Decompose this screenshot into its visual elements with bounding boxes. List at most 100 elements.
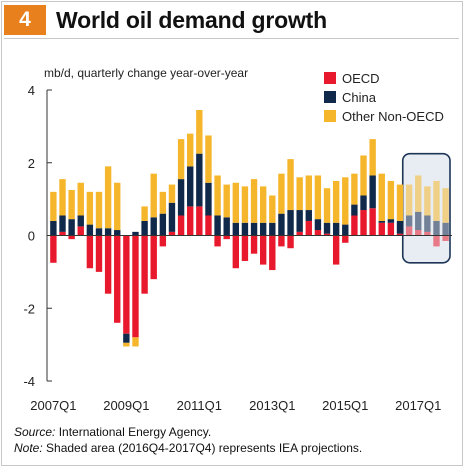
bar-china-2009q3 (141, 220, 148, 236)
bar-other-non-oecd-2016q4 (405, 184, 413, 216)
bar-oecd-2008q1 (86, 235, 94, 269)
legend-swatch (324, 110, 336, 122)
bar-other-non-oecd-2017q2 (424, 186, 431, 216)
bar-china-2014q1 (305, 210, 312, 221)
bar-other-non-oecd-2008q3 (104, 166, 112, 229)
bar-oecd-2011q3 (214, 235, 221, 247)
bar-oecd-2015q4 (369, 208, 376, 236)
note-line: Note: Shaded area (2016Q4-2017Q4) repres… (14, 440, 362, 456)
chart-footer: Source: International Energy Agency. Not… (14, 424, 362, 456)
bar-oecd-2016q1 (378, 222, 385, 236)
legend-swatch (324, 91, 336, 103)
bar-china-2010q4 (187, 166, 194, 207)
x-tick-label: 2017Q1 (395, 398, 441, 413)
bar-china-2008q2 (95, 228, 103, 236)
bar-china-2009q4 (150, 217, 157, 236)
bar-other-non-oecd-2012q4 (259, 186, 267, 223)
bar-other-non-oecd-2014q3 (323, 188, 331, 223)
bar-china-2017q3 (433, 220, 440, 236)
legend-label: China (342, 90, 377, 105)
bar-china-2016q2 (387, 219, 395, 223)
x-tick-label: 2007Q1 (30, 398, 76, 413)
bar-oecd-2015q3 (360, 210, 367, 236)
bar-other-non-oecd-2017q3 (433, 180, 440, 221)
bar-other-non-oecd-2010q4 (187, 133, 194, 167)
header-divider (4, 38, 459, 39)
bar-china-2008q4 (114, 230, 121, 236)
bar-other-non-oecd-2007q4 (77, 182, 84, 216)
bar-oecd-2008q3 (104, 235, 112, 294)
source-text: International Energy Agency. (55, 425, 212, 439)
bar-other-non-oecd-2013q3 (287, 159, 294, 211)
bar-other-non-oecd-2017q1 (415, 175, 422, 212)
bar-oecd-2012q1 (232, 235, 240, 269)
bar-other-non-oecd-2014q1 (305, 175, 312, 211)
bar-other-non-oecd-2015q2 (351, 173, 358, 205)
bar-oecd-2014q3 (323, 233, 331, 236)
bar-other-non-oecd-2007q1 (50, 191, 57, 221)
bar-other-non-oecd-2009q1 (123, 342, 130, 347)
bar-china-2014q4 (332, 222, 340, 236)
bar-other-non-oecd-2010q1 (159, 191, 167, 214)
bar-oecd-2010q3 (177, 215, 185, 236)
bar-other-non-oecd-2012q3 (250, 179, 258, 223)
y-tick-label: -2 (23, 301, 35, 316)
bar-china-2013q4 (296, 210, 303, 232)
bar-other-non-oecd-2010q2 (168, 184, 176, 203)
axes-layer: 4 2 0 -2 -4 2007Q1 2009Q1 2011Q1 2013Q1 2015Q1 201… (23, 83, 452, 413)
y-tick-label: 0 (28, 229, 35, 244)
bar-other-non-oecd-2008q4 (114, 182, 121, 231)
bar-china-2015q2 (351, 204, 358, 216)
bar-other-non-oecd-2011q1 (196, 110, 203, 154)
bar-oecd-2017q1 (415, 230, 422, 236)
bar-oecd-2007q1 (50, 235, 57, 263)
bar-other-non-oecd-2017q4 (442, 188, 449, 223)
x-tick-label: 2009Q1 (103, 398, 149, 413)
bar-oecd-2014q2 (314, 230, 322, 236)
bar-china-2013q3 (287, 210, 294, 236)
bar-oecd-2013q4 (296, 231, 303, 236)
source-label: Source: (14, 425, 56, 439)
x-tick-label: 2011Q1 (177, 398, 222, 413)
bar-oecd-2009q4 (150, 235, 157, 280)
y-axis-label: mb/d, quarterly change year-over-year (44, 66, 248, 80)
bar-oecd-2007q2 (59, 231, 66, 236)
bar-china-2008q1 (86, 224, 94, 236)
bar-other-non-oecd-2013q1 (269, 195, 276, 223)
bar-other-non-oecd-2009q2 (132, 337, 139, 347)
bar-oecd-2016q3 (396, 233, 404, 236)
bar-china-2015q1 (342, 224, 349, 236)
bar-china-2007q1 (50, 220, 57, 236)
bar-china-2014q3 (323, 222, 331, 234)
bar-other-non-oecd-2011q3 (214, 175, 221, 216)
bar-oecd-2010q2 (168, 231, 176, 236)
bar-china-2017q4 (442, 222, 449, 236)
bar-oecd-2013q2 (278, 235, 285, 247)
bar-china-2011q1 (196, 153, 203, 207)
bar-china-2007q4 (77, 215, 84, 227)
bar-other-non-oecd-2010q3 (177, 139, 185, 180)
bar-china-2014q2 (314, 219, 322, 231)
bar-other-non-oecd-2011q4 (223, 184, 230, 218)
bar-oecd-2008q2 (95, 235, 103, 272)
legend: OECD China Other Non-OECD (324, 71, 444, 124)
legend-label: Other Non-OECD (342, 109, 444, 124)
bar-china-2009q1 (123, 333, 130, 343)
bar-oecd-2012q4 (259, 235, 267, 265)
bar-china-2010q3 (177, 179, 185, 216)
bar-oecd-2016q4 (405, 226, 413, 236)
chart-number-badge: 4 (4, 5, 46, 35)
bar-oecd-2012q3 (250, 235, 258, 254)
bar-oecd-2011q2 (205, 215, 212, 236)
bar-oecd-2017q4 (442, 235, 449, 241)
bar-other-non-oecd-2016q2 (387, 180, 395, 220)
bar-other-non-oecd-2015q3 (360, 155, 367, 196)
y-tick-label: -4 (23, 374, 35, 389)
bar-oecd-2007q4 (77, 226, 84, 236)
bar-china-2009q2 (132, 231, 139, 236)
y-tick-label: 4 (28, 83, 35, 98)
bar-oecd-2017q3 (433, 235, 440, 247)
x-tick-label: 2013Q1 (249, 398, 295, 413)
bar-oecd-2013q1 (269, 235, 276, 271)
